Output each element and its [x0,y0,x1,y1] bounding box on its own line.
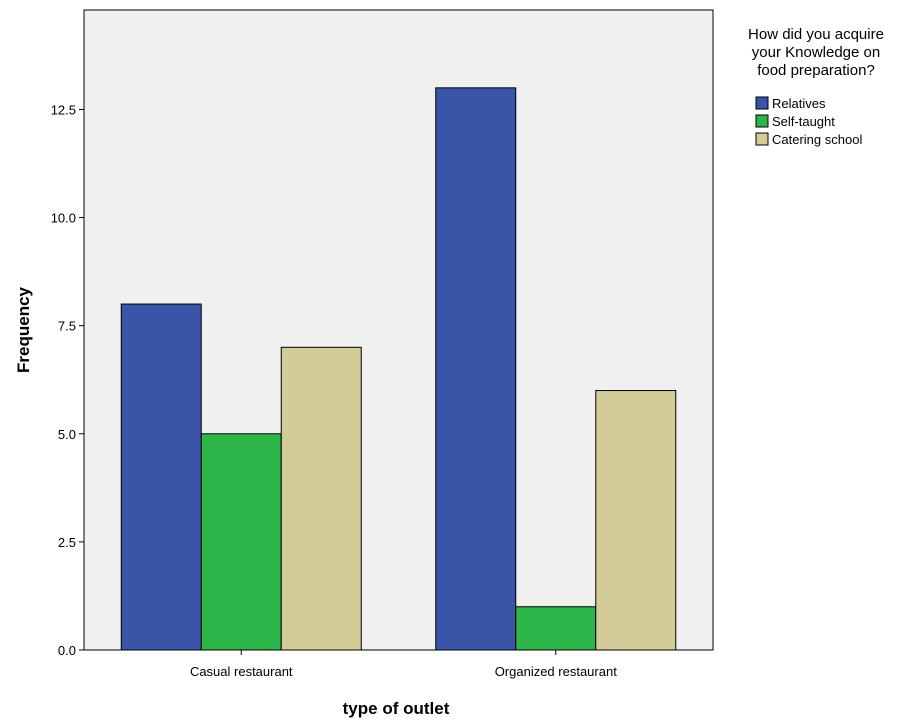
bar-catering-school-0 [280,346,362,651]
bars-group [120,87,677,651]
y-tick-label: 2.5 [58,535,76,550]
legend-label: Catering school [772,132,862,147]
legend-label: Relatives [772,96,826,111]
y-tick-label: 7.5 [58,319,76,334]
x-axis: Casual restaurant Organized restaurant [190,650,617,679]
y-tick-label: 12.5 [51,102,76,117]
bar-relatives-0 [120,303,202,651]
x-category-label: Casual restaurant [190,664,293,679]
x-axis-title: type of outlet [343,699,450,718]
bar-relatives-1 [435,87,517,651]
legend: How did you acquire your Knowledge on fo… [748,26,884,147]
bar-catering-school-1 [595,390,677,651]
legend-swatch-catering-school [755,132,769,146]
bar-self-taught-0 [200,433,282,651]
y-axis: 0.0 2.5 5.0 7.5 10.0 12.5 [51,102,84,658]
x-category-label: Organized restaurant [495,664,618,679]
legend-title-line-2: your Knowledge on [752,44,880,61]
legend-title-line-3: food preparation? [757,62,875,79]
legend-swatch-relatives [755,96,769,110]
legend-title-line-1: How did you acquire [748,26,884,43]
legend-swatch-self-taught [755,114,769,128]
bar-self-taught-1 [515,606,597,651]
y-tick-label: 5.0 [58,427,76,442]
y-tick-label: 10.0 [51,211,76,226]
y-axis-title: Frequency [14,286,33,373]
y-tick-label: 0.0 [58,643,76,658]
legend-label: Self-taught [772,114,835,129]
